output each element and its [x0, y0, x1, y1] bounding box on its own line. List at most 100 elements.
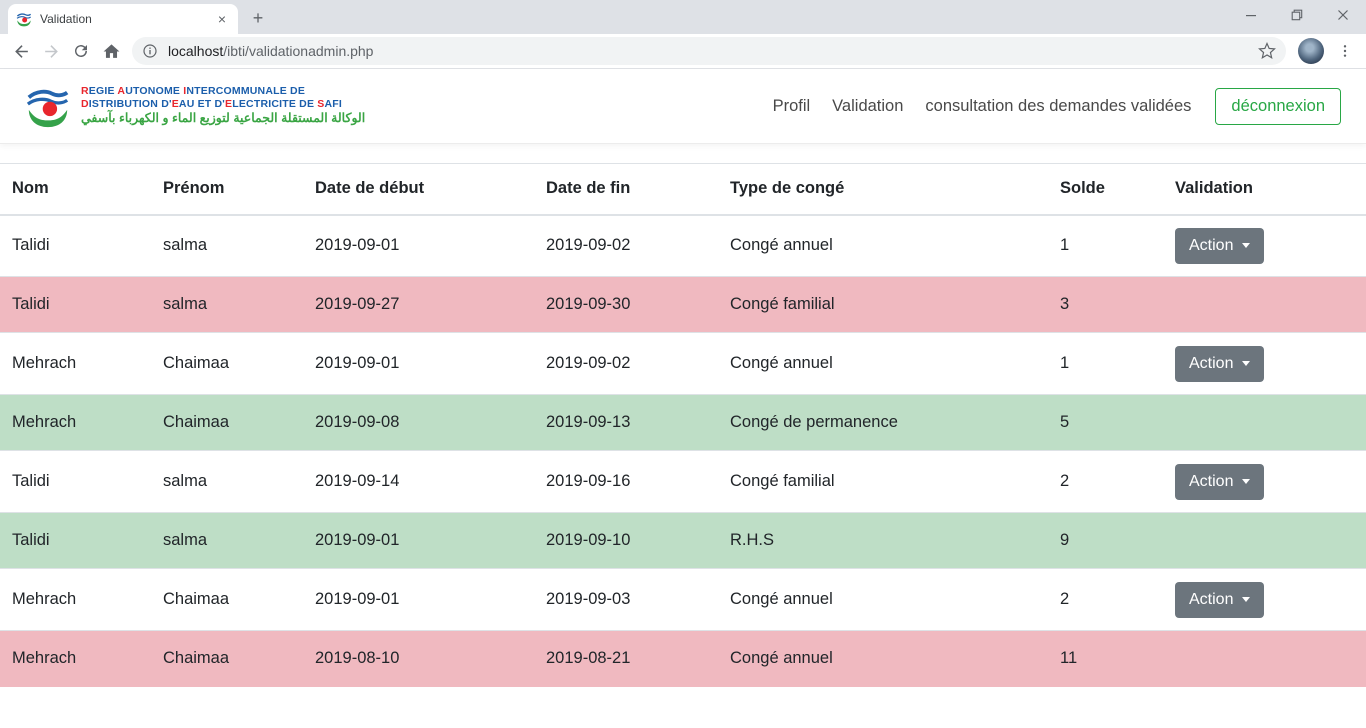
cell-solde: 1: [1048, 214, 1163, 277]
brand-line-2: DISTRIBUTION D'EAU ET D'ELECTRICITE DE S…: [81, 98, 343, 111]
cell-date-debut: 2019-09-27: [303, 276, 534, 333]
cell-type-conge: R.H.S: [718, 512, 1048, 569]
cell-solde: 2: [1048, 450, 1163, 513]
cell-nom: Mehrach: [0, 568, 151, 631]
cell-nom: Talidi: [0, 450, 151, 513]
cell-prenom: Chaimaa: [151, 630, 303, 687]
cell-nom: Talidi: [0, 276, 151, 333]
col-validation: Validation: [1163, 163, 1366, 216]
action-dropdown-button[interactable]: Action: [1175, 345, 1265, 382]
action-dropdown-button[interactable]: Action: [1175, 227, 1265, 264]
cell-nom: Mehrach: [0, 630, 151, 687]
bookmark-icon[interactable]: [1258, 42, 1276, 60]
cell-solde: 9: [1048, 512, 1163, 569]
cell-type-conge: Congé familial: [718, 276, 1048, 333]
cell-prenom: salma: [151, 214, 303, 277]
cell-date-debut: 2019-09-14: [303, 450, 534, 513]
brand: REGIE AUTONOME INTERCOMMUNALE DE DISTRIB…: [25, 83, 365, 129]
action-dropdown-button[interactable]: Action: [1175, 463, 1265, 500]
site-info-icon[interactable]: [142, 43, 158, 59]
cell-nom: Talidi: [0, 214, 151, 277]
nav-item-consultation[interactable]: consultation des demandes validées: [925, 96, 1192, 115]
window-controls: [1228, 0, 1366, 34]
cell-solde: 3: [1048, 276, 1163, 333]
cell-validation: [1163, 512, 1366, 569]
caret-down-icon: [1242, 597, 1251, 602]
tab-title: Validation: [40, 12, 92, 26]
cell-solde: 2: [1048, 568, 1163, 631]
brand-line-1: REGIE AUTONOME INTERCOMMUNALE DE: [81, 85, 306, 98]
rad-safi-logo-icon: [25, 83, 71, 129]
profile-avatar[interactable]: [1298, 38, 1324, 64]
col-date-debut: Date de début: [303, 163, 534, 216]
table-row: Mehrach Chaimaa 2019-09-08 2019-09-13 Co…: [0, 394, 1366, 451]
cell-prenom: salma: [151, 512, 303, 569]
cell-date-fin: 2019-08-21: [534, 630, 718, 687]
tab-close-icon[interactable]: ×: [214, 11, 230, 27]
browser-toolbar: localhost/ibti/validationadmin.php: [0, 34, 1366, 68]
cell-date-debut: 2019-09-08: [303, 394, 534, 451]
cell-validation: [1163, 394, 1366, 451]
browser-tab[interactable]: Validation ×: [8, 4, 238, 34]
table-row: Talidi salma 2019-09-27 2019-09-30 Congé…: [0, 276, 1366, 333]
favicon: [16, 11, 32, 27]
cell-prenom: Chaimaa: [151, 568, 303, 631]
back-icon[interactable]: [6, 36, 36, 66]
restore-icon[interactable]: [1274, 0, 1320, 30]
site-header: REGIE AUTONOME INTERCOMMUNALE DE DISTRIB…: [0, 69, 1366, 144]
cell-validation: Action: [1163, 450, 1366, 513]
cell-type-conge: Congé annuel: [718, 568, 1048, 631]
cell-nom: Mehrach: [0, 332, 151, 395]
cell-validation: Action: [1163, 214, 1366, 277]
cell-prenom: Chaimaa: [151, 332, 303, 395]
minimize-icon[interactable]: [1228, 0, 1274, 30]
cell-prenom: salma: [151, 276, 303, 333]
cell-date-fin: 2019-09-13: [534, 394, 718, 451]
col-solde: Solde: [1048, 163, 1163, 216]
cell-validation: [1163, 630, 1366, 687]
caret-down-icon: [1242, 479, 1251, 484]
cell-date-debut: 2019-09-01: [303, 332, 534, 395]
cell-solde: 5: [1048, 394, 1163, 451]
table-row: Talidi salma 2019-09-14 2019-09-16 Congé…: [0, 450, 1366, 513]
cell-date-fin: 2019-09-10: [534, 512, 718, 569]
action-dropdown-button[interactable]: Action: [1175, 581, 1265, 618]
cell-type-conge: Congé familial: [718, 450, 1048, 513]
cell-date-debut: 2019-08-10: [303, 630, 534, 687]
cell-solde: 11: [1048, 630, 1163, 687]
cell-date-debut: 2019-09-01: [303, 512, 534, 569]
caret-down-icon: [1242, 361, 1251, 366]
brand-line-arabic: الوكالة المستقلة الجماعية لتوزيع الماء و…: [81, 111, 366, 126]
forward-icon[interactable]: [36, 36, 66, 66]
browser-tabstrip: Validation × +: [0, 0, 1366, 34]
cell-date-fin: 2019-09-02: [534, 214, 718, 277]
nav-item-validation[interactable]: Validation: [832, 96, 904, 115]
close-icon[interactable]: [1320, 0, 1366, 30]
main-nav: Profil Validation consultation des deman…: [751, 87, 1341, 125]
home-icon[interactable]: [96, 36, 126, 66]
col-nom: Nom: [0, 163, 151, 216]
cell-nom: Talidi: [0, 512, 151, 569]
url-path: /ibti/validationadmin.php: [223, 43, 374, 59]
reload-icon[interactable]: [66, 36, 96, 66]
cell-type-conge: Congé annuel: [718, 332, 1048, 395]
logout-button[interactable]: déconnexion: [1215, 87, 1341, 125]
brand-text: REGIE AUTONOME INTERCOMMUNALE DE DISTRIB…: [81, 85, 365, 127]
menu-icon[interactable]: [1330, 36, 1360, 66]
toolbar-divider: [0, 68, 1366, 69]
table-row: Mehrach Chaimaa 2019-08-10 2019-08-21 Co…: [0, 630, 1366, 687]
cell-prenom: Chaimaa: [151, 394, 303, 451]
address-bar[interactable]: localhost/ibti/validationadmin.php: [132, 37, 1286, 65]
validation-table-section: Nom Prénom Date de début Date de fin Typ…: [0, 163, 1366, 687]
col-date-fin: Date de fin: [534, 163, 718, 216]
table-row: Mehrach Chaimaa 2019-09-01 2019-09-03 Co…: [0, 568, 1366, 631]
nav-item-profil[interactable]: Profil: [772, 96, 811, 115]
cell-nom: Mehrach: [0, 394, 151, 451]
cell-date-debut: 2019-09-01: [303, 568, 534, 631]
cell-solde: 1: [1048, 332, 1163, 395]
cell-prenom: salma: [151, 450, 303, 513]
new-tab-button[interactable]: +: [244, 4, 272, 32]
cell-validation: Action: [1163, 568, 1366, 631]
url-text: localhost/ibti/validationadmin.php: [168, 43, 1258, 59]
cell-date-debut: 2019-09-01: [303, 214, 534, 277]
